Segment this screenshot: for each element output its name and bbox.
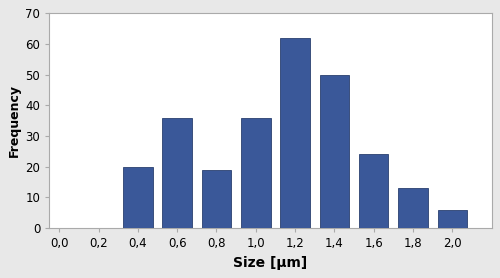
Bar [280, 38, 310, 228]
Bar [123, 167, 152, 228]
Bar [241, 118, 270, 228]
Bar [398, 188, 428, 228]
Bar [162, 118, 192, 228]
Bar [438, 210, 467, 228]
Bar [320, 75, 349, 228]
X-axis label: Size [μm]: Size [μm] [234, 256, 308, 270]
Y-axis label: Frequency: Frequency [8, 84, 22, 157]
Bar [202, 170, 231, 228]
Bar [359, 155, 388, 228]
